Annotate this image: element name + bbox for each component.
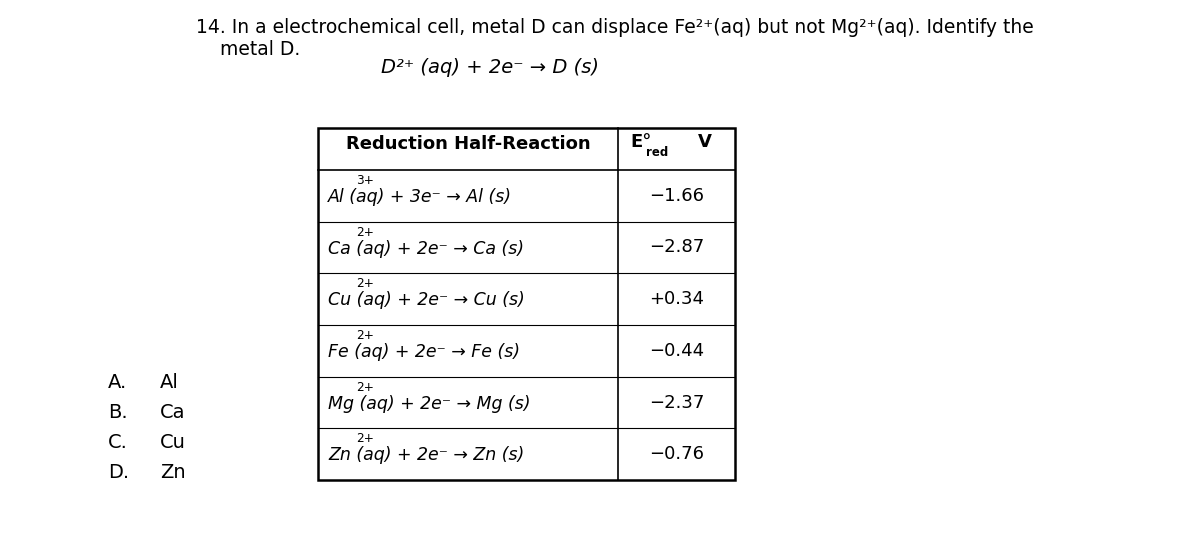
Bar [318,128,734,480]
Text: Mg (aq) + 2e⁻ → Mg (s): Mg (aq) + 2e⁻ → Mg (s) [328,395,530,412]
Text: red: red [646,146,668,159]
Text: Al: Al [160,373,179,392]
Text: −2.37: −2.37 [649,394,704,411]
Text: 2+: 2+ [356,432,374,445]
Text: D²⁺ (aq) + 2e⁻ → D (s): D²⁺ (aq) + 2e⁻ → D (s) [382,58,599,77]
Text: D.: D. [108,463,130,482]
Text: V: V [698,133,712,151]
Text: Reduction Half-Reaction: Reduction Half-Reaction [346,135,590,153]
Text: 2+: 2+ [356,381,374,394]
Text: C.: C. [108,433,128,452]
Text: +0.34: +0.34 [649,290,704,308]
Text: Ca: Ca [160,403,186,422]
Text: Cu: Cu [160,433,186,452]
Text: E°: E° [630,133,652,151]
Text: 2+: 2+ [356,226,374,238]
Text: Cu (aq) + 2e⁻ → Cu (s): Cu (aq) + 2e⁻ → Cu (s) [328,292,524,309]
Text: 14. In a electrochemical cell, metal D can displace Fe²⁺(aq) but not Mg²⁺(aq). I: 14. In a electrochemical cell, metal D c… [196,18,1033,37]
Text: −1.66: −1.66 [649,187,704,205]
Text: 3+: 3+ [356,174,374,187]
Text: A.: A. [108,373,127,392]
Text: 2+: 2+ [356,277,374,291]
Text: Fe (aq) + 2e⁻ → Fe (s): Fe (aq) + 2e⁻ → Fe (s) [328,343,520,361]
Text: −0.44: −0.44 [649,342,704,360]
Text: Ca (aq) + 2e⁻ → Ca (s): Ca (aq) + 2e⁻ → Ca (s) [328,240,524,258]
Text: Zn (aq) + 2e⁻ → Zn (s): Zn (aq) + 2e⁻ → Zn (s) [328,446,524,465]
Text: B.: B. [108,403,127,422]
Text: Al (aq) + 3e⁻ → Al (s): Al (aq) + 3e⁻ → Al (s) [328,188,512,206]
Text: −2.87: −2.87 [649,238,704,257]
Text: Zn: Zn [160,463,186,482]
Text: 2+: 2+ [356,329,374,342]
Text: −0.76: −0.76 [649,445,704,463]
Text: metal D.: metal D. [196,40,300,59]
